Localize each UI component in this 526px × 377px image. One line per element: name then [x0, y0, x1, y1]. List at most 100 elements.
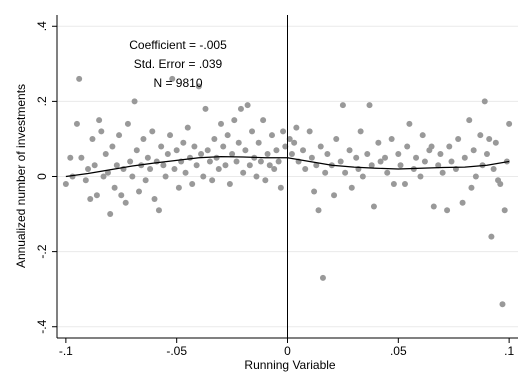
scatter-point: [116, 132, 123, 139]
scatter-point: [189, 181, 196, 188]
scatter-point: [213, 154, 220, 161]
scatter-point: [382, 154, 389, 161]
scatter-point: [62, 181, 69, 188]
y-tick-label: -.2: [35, 244, 49, 258]
scatter-point: [342, 169, 349, 176]
scatter-point: [87, 196, 94, 203]
scatter-point: [413, 154, 420, 161]
scatter-point: [109, 143, 116, 150]
scatter-point: [195, 83, 202, 90]
scatter-point: [293, 124, 300, 131]
x-tick-label: .05: [390, 344, 407, 358]
scatter-point: [184, 124, 191, 131]
scatter-point: [215, 165, 222, 172]
scatter-point: [249, 128, 256, 135]
scatter-point: [131, 98, 138, 105]
scatter-point: [395, 150, 402, 157]
scatter-point: [173, 147, 180, 154]
scatter-point: [237, 105, 244, 112]
scatter-point: [226, 181, 233, 188]
annotation: Coefficient = -.005: [129, 38, 227, 52]
scatter-point: [93, 192, 100, 199]
scatter-point: [268, 132, 275, 139]
scatter-point: [277, 184, 284, 191]
scatter-point: [333, 135, 340, 142]
scatter-point: [337, 158, 344, 165]
scatter-point: [102, 150, 109, 157]
scatter-point: [229, 150, 236, 157]
scatter-point: [127, 158, 134, 165]
scatter-point: [401, 181, 408, 188]
scatter-point: [370, 203, 377, 210]
scatter-point: [397, 162, 404, 169]
scatter-point: [459, 199, 466, 206]
scatter-point: [235, 139, 242, 146]
y-tick-label: -.4: [35, 319, 49, 333]
scatter-point: [142, 177, 149, 184]
y-tick-label: .4: [35, 21, 49, 31]
scatter-point: [160, 162, 167, 169]
scatter-point: [317, 143, 324, 150]
scatter-point: [324, 150, 331, 157]
scatter-point: [155, 207, 162, 214]
x-tick-label: -.05: [166, 344, 187, 358]
scatter-point: [107, 211, 114, 218]
x-tick-label: 0: [284, 344, 291, 358]
scatter-point: [421, 158, 428, 165]
scatter-point: [133, 147, 140, 154]
scatter-point: [73, 120, 80, 127]
scatter-point: [280, 128, 287, 135]
scatter-point: [82, 177, 89, 184]
scatter-point: [461, 154, 468, 161]
scatter-point: [273, 147, 280, 154]
scatter-point: [129, 173, 136, 180]
scatter-point: [186, 154, 193, 161]
scatter-point: [224, 132, 231, 139]
scatter-point: [322, 169, 329, 176]
scatter-point: [193, 162, 200, 169]
scatter-point: [404, 143, 411, 150]
scatter-point: [488, 233, 495, 240]
scatter-point: [275, 158, 282, 165]
scatter-point: [78, 154, 85, 161]
scatter-point: [198, 150, 205, 157]
scatter-point: [180, 139, 187, 146]
scatter-point: [501, 207, 508, 214]
scatter-point: [244, 102, 251, 109]
scatter-point: [390, 181, 397, 188]
scatter-point: [368, 162, 375, 169]
scatter-point: [430, 203, 437, 210]
scatter-point: [477, 132, 484, 139]
scatter-point: [353, 154, 360, 161]
scatter-point: [483, 150, 490, 157]
scatter-point: [470, 147, 477, 154]
scatter-point: [98, 128, 105, 135]
scatter-point: [118, 192, 125, 199]
scatter-point: [111, 184, 118, 191]
scatter-point: [242, 147, 249, 154]
scatter-point: [209, 177, 216, 184]
scatter-point: [151, 196, 158, 203]
scatter-point: [291, 139, 298, 146]
scatter-point: [85, 165, 92, 172]
scatter-point: [313, 162, 320, 169]
scatter-point: [388, 135, 395, 142]
scatter-point: [171, 165, 178, 172]
scatter-point: [444, 207, 451, 214]
scatter-point: [96, 117, 103, 124]
scatter-point: [348, 184, 355, 191]
scatter-point: [506, 120, 513, 127]
scatter-point: [446, 143, 453, 150]
scatter-point: [231, 117, 238, 124]
scatter-point: [246, 162, 253, 169]
scatter-point: [306, 128, 313, 135]
fit-line: [65, 155, 288, 178]
scatter-point: [286, 135, 293, 142]
scatter-point: [466, 117, 473, 124]
scatter-point: [162, 173, 169, 180]
scatter-point: [302, 165, 309, 172]
scatter-point: [113, 162, 120, 169]
scatter-point: [339, 102, 346, 109]
scatter-point: [233, 158, 240, 165]
scatter-point: [417, 173, 424, 180]
